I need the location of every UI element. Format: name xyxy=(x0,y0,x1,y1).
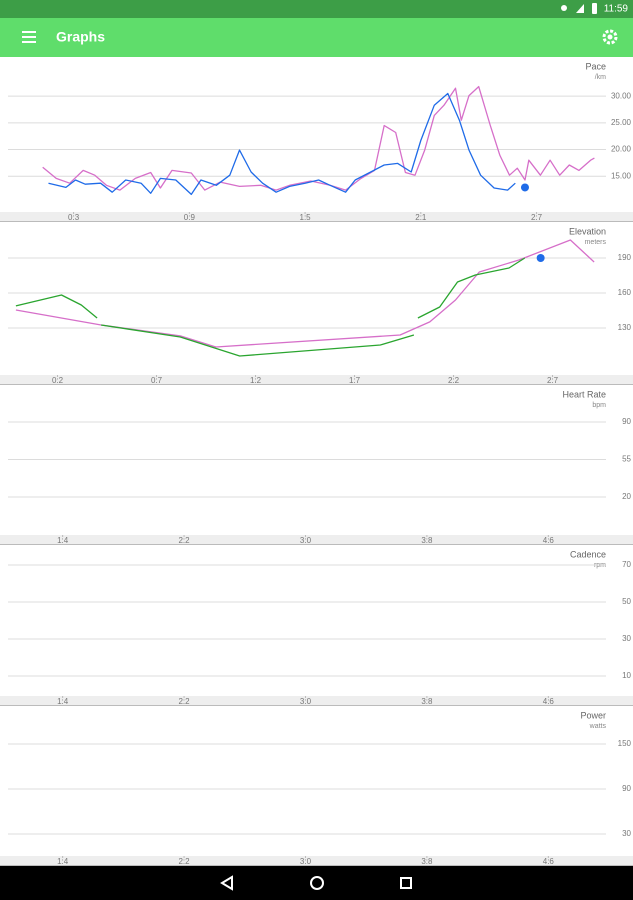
y-tick-label: 30 xyxy=(622,829,631,838)
chart-title: Elevation xyxy=(569,226,606,236)
x-tick-label: 2:2 xyxy=(178,536,190,545)
x-tick-label: 1:4 xyxy=(57,697,69,706)
x-tick-label: 2:7 xyxy=(531,213,543,222)
x-tick-label: 3:0 xyxy=(300,857,312,866)
position-marker xyxy=(520,183,529,192)
x-tick-label: 3:8 xyxy=(421,857,433,866)
chart-title: Cadence xyxy=(570,549,606,559)
position-marker xyxy=(536,254,545,263)
y-tick-label: 160 xyxy=(618,288,632,297)
charts: Pace/km 15.00 20.00 25.00 30.00 0:3 0:9 1:5 2:1 2… xyxy=(0,61,633,866)
settings-button[interactable] xyxy=(602,29,618,45)
chart-title: Heart Rate xyxy=(562,389,606,399)
y-tick-label: 30.00 xyxy=(611,91,632,100)
y-tick-label: 55 xyxy=(622,455,631,464)
series-line xyxy=(48,92,516,196)
app-bar xyxy=(0,18,633,57)
x-tick-label: 3:8 xyxy=(421,536,433,545)
y-tick-label: 10 xyxy=(622,671,631,680)
chart-title: Pace xyxy=(585,61,606,71)
axis-strip xyxy=(0,696,633,706)
x-tick-label: 3:0 xyxy=(300,536,312,545)
x-tick-label: 1:4 xyxy=(57,536,69,545)
y-tick-label: 15.00 xyxy=(611,171,632,180)
x-tick-label: 4:6 xyxy=(543,857,555,866)
x-tick-label: 4:6 xyxy=(543,536,555,545)
x-tick-label: 1:7 xyxy=(349,376,361,385)
x-tick-label: 0:2 xyxy=(52,376,64,385)
x-tick-label: 0:3 xyxy=(68,213,80,222)
chart-subtitle: /km xyxy=(595,74,606,81)
axis-strip xyxy=(0,535,633,545)
x-tick-label: 2:7 xyxy=(547,376,559,385)
x-tick-label: 3:0 xyxy=(300,697,312,706)
chart-title: Power xyxy=(580,710,606,720)
y-tick-label: 20.00 xyxy=(611,145,632,154)
x-tick-label: 2:2 xyxy=(178,697,190,706)
menu-button[interactable] xyxy=(22,31,36,43)
x-tick-label: 1:2 xyxy=(250,376,262,385)
x-tick-label: 0:7 xyxy=(151,376,163,385)
home-button[interactable] xyxy=(310,876,324,890)
y-tick-label: 50 xyxy=(622,597,631,606)
y-tick-label: 90 xyxy=(622,417,631,426)
chart-subtitle: watts xyxy=(589,723,607,730)
y-tick-label: 190 xyxy=(618,253,632,262)
status-bar xyxy=(0,0,633,18)
x-tick-label: 0:9 xyxy=(184,213,196,222)
x-tick-label: 2:2 xyxy=(178,857,190,866)
recents-button[interactable] xyxy=(400,877,412,889)
x-tick-label: 2:1 xyxy=(415,213,427,222)
series-line xyxy=(42,85,595,191)
chart-subtitle: meters xyxy=(585,239,607,246)
app-title: Graphs xyxy=(56,29,105,45)
axis-strip xyxy=(0,375,633,385)
y-tick-label: 25.00 xyxy=(611,118,632,127)
y-tick-label: 150 xyxy=(618,739,632,748)
x-tick-label: 2:2 xyxy=(448,376,460,385)
y-tick-label: 20 xyxy=(622,492,631,501)
y-tick-label: 30 xyxy=(622,634,631,643)
y-tick-label: 70 xyxy=(622,560,631,569)
x-tick-label: 3:8 xyxy=(421,697,433,706)
series-line xyxy=(15,257,526,357)
chart-subtitle: bpm xyxy=(592,402,606,409)
nav-bar xyxy=(0,866,633,900)
x-tick-label: 1:5 xyxy=(300,213,312,222)
y-tick-label: 130 xyxy=(618,323,632,332)
back-button[interactable] xyxy=(220,875,233,891)
axis-strip xyxy=(0,856,633,866)
status-time: 11:59 xyxy=(604,4,629,15)
y-tick-label: 90 xyxy=(622,784,631,793)
x-tick-label: 1:4 xyxy=(57,857,69,866)
status-icons xyxy=(561,3,597,14)
x-tick-label: 4:6 xyxy=(543,697,555,706)
series-line xyxy=(15,239,595,348)
axis-strip xyxy=(0,212,633,222)
